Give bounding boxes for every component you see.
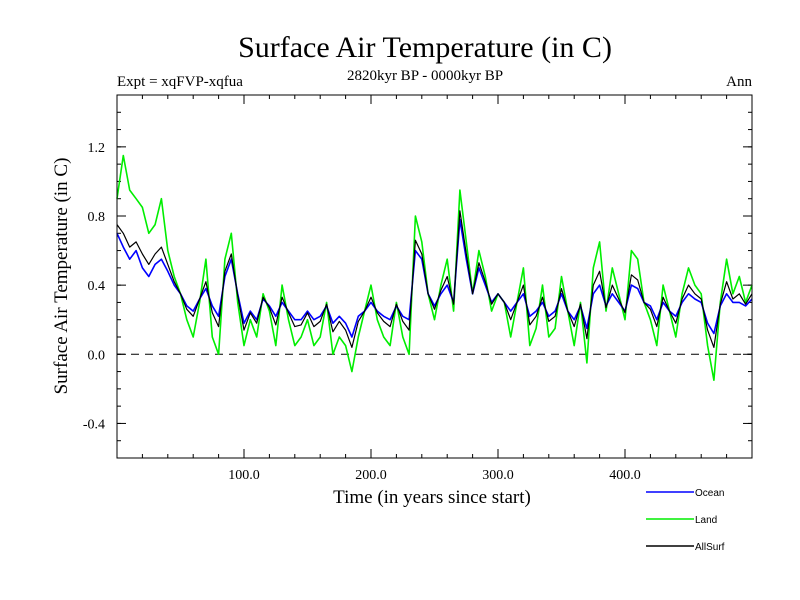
- chart-title: Surface Air Temperature (in C): [238, 31, 612, 64]
- x-tick-label: 100.0: [228, 468, 260, 483]
- legend-label-ocean: Ocean: [695, 488, 724, 499]
- chart-subtitle: 2820kyr BP - 0000kyr BP: [347, 68, 503, 84]
- series-line-allsurf: [116, 210, 753, 348]
- legend-label-land: Land: [695, 515, 717, 526]
- legend: Ocean Land AllSurf: [646, 488, 725, 553]
- plot-area: -0.4 0.0 0.4 0.8 1.2 100.0 200.0 300.0 400.0: [83, 94, 753, 483]
- x-tick-label: 400.0: [609, 468, 641, 483]
- y-tick-label: -0.4: [83, 417, 105, 432]
- legend-label-allsurf: AllSurf: [695, 542, 725, 553]
- y-tick-label: 0.4: [88, 279, 106, 294]
- x-tick-label: 200.0: [355, 468, 387, 483]
- x-axis-label: Time (in years since start): [333, 487, 531, 508]
- x-tick-label: 300.0: [482, 468, 514, 483]
- y-tick-label: 1.2: [88, 141, 106, 156]
- y-tick-label: 0.0: [88, 348, 106, 363]
- y-tick-label: 0.8: [88, 210, 106, 225]
- season-label: Ann: [726, 74, 752, 90]
- experiment-label: Expt = xqFVP-xqfua: [117, 74, 243, 90]
- plot-frame: [116, 94, 753, 459]
- y-axis-label: Surface Air Temperature (in C): [51, 158, 72, 395]
